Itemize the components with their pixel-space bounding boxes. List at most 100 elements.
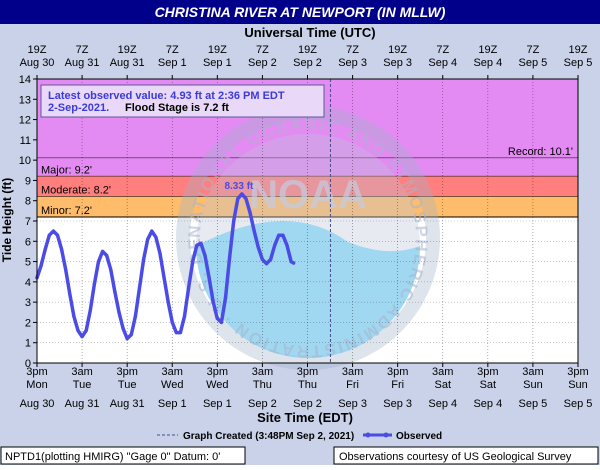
- bottom-tick-date: Sep 3: [383, 398, 412, 410]
- top-tick-date: Sep 4: [428, 57, 457, 69]
- observed-point: [109, 268, 113, 272]
- latest-value-line1: Latest observed value: 4.93 ft at 2:36 P…: [48, 90, 285, 102]
- bottom-tick-date: Sep 5: [519, 398, 548, 410]
- bottom-tick-date: Sep 2: [293, 398, 322, 410]
- bottom-tick-day: Fri: [391, 379, 404, 391]
- top-tick-date: Sep 5: [564, 57, 593, 69]
- y-tick-label: 4: [25, 277, 31, 289]
- observed-series-points: [35, 192, 296, 341]
- observed-point: [137, 286, 142, 290]
- top-tick-time: 19Z: [208, 44, 227, 56]
- top-tick-time: 7Z: [436, 44, 449, 56]
- observed-point: [113, 290, 117, 294]
- title-bar: [0, 0, 600, 24]
- legend: Graph Created (3:48PM Sep 2, 2021) Obser…: [157, 431, 442, 442]
- bottom-tick-day: Mon: [26, 379, 47, 391]
- observed-point: [191, 259, 195, 264]
- bottom-tick-day: Fri: [346, 379, 359, 391]
- bottom-tick-day: Sat: [480, 379, 497, 391]
- observed-point: [72, 314, 76, 318]
- legend-observed-label: Observed: [396, 431, 442, 442]
- observed-point: [219, 320, 224, 325]
- observed-point: [47, 233, 51, 237]
- bottom-tick-time: 3am: [71, 366, 92, 378]
- observed-point: [215, 316, 219, 320]
- bottom-tick-date: Sep 5: [564, 398, 593, 410]
- top-tick-date: Sep 3: [383, 57, 412, 69]
- observed-point: [154, 235, 158, 239]
- footer-datum-text: NPTD1(plotting HMIRG) "Gage 0" Datum: 0': [5, 451, 220, 463]
- observed-point: [182, 314, 187, 318]
- observed-point: [76, 328, 80, 333]
- observed-point: [170, 320, 174, 325]
- observed-point: [291, 261, 296, 265]
- observed-point: [84, 328, 88, 333]
- observed-point: [80, 335, 84, 339]
- record-label: Record: 10.1': [508, 146, 573, 158]
- top-tick-time: 7Z: [526, 44, 539, 56]
- observed-point: [203, 253, 207, 258]
- bottom-tick-date: Aug 31: [65, 398, 100, 410]
- observed-point: [105, 253, 109, 258]
- band-label-moderate: Moderate: 8.2': [41, 185, 111, 197]
- bottom-tick-time: 3pm: [387, 366, 408, 378]
- y-tick-label: 10: [19, 155, 31, 167]
- y-tick-label: 13: [19, 94, 31, 106]
- bottom-tick-time: 3pm: [567, 366, 588, 378]
- bottom-tick-date: Sep 3: [338, 398, 367, 410]
- y-tick-label: 9: [25, 175, 31, 187]
- bottom-tick-time: 3pm: [477, 366, 498, 378]
- top-tick-time: 7Z: [166, 44, 179, 56]
- top-tick-time: 7Z: [76, 44, 89, 56]
- legend-created-label: Graph Created (3:48PM Sep 2, 2021): [183, 431, 354, 442]
- observed-point: [281, 233, 285, 237]
- chart-title: CHRISTINA RIVER AT NEWPORT (IN MLLW): [155, 4, 446, 20]
- bottom-tick-time: 3am: [342, 366, 363, 378]
- top-tick-date: Aug 31: [110, 57, 145, 69]
- observed-point: [273, 243, 277, 247]
- observed-point: [59, 247, 64, 251]
- top-tick-date: Sep 1: [203, 57, 232, 69]
- bottom-tick-date: Aug 30: [20, 398, 55, 410]
- top-tick-time: 19Z: [478, 44, 497, 56]
- y-tick-label: 1: [25, 338, 31, 350]
- observed-point: [223, 296, 228, 300]
- top-tick-date: Sep 5: [519, 57, 548, 69]
- bottom-tick-date: Sep 4: [473, 398, 502, 410]
- top-tick-time: 19Z: [569, 44, 588, 56]
- observed-series-line: [35, 192, 296, 341]
- observed-point: [248, 211, 252, 215]
- top-tick-time: 7Z: [346, 44, 359, 56]
- observed-point: [150, 229, 154, 233]
- observed-point: [211, 300, 215, 304]
- observed-point: [88, 308, 92, 312]
- observed-point: [121, 326, 125, 331]
- bottom-axis-title: Site Time (EDT): [257, 410, 353, 425]
- top-axis-title: Universal Time (UTC): [244, 25, 375, 40]
- bottom-tick-date: Sep 1: [203, 398, 232, 410]
- observed-point: [174, 330, 178, 335]
- bottom-tick-time: 3am: [432, 366, 453, 378]
- top-tick-date: Sep 1: [158, 57, 187, 69]
- observed-point: [100, 249, 105, 254]
- band-major: [37, 158, 578, 177]
- top-tick-time: 19Z: [118, 44, 137, 56]
- y-tick-label: 11: [20, 135, 31, 147]
- observed-point: [162, 276, 166, 280]
- y-tick-label: 2: [25, 317, 31, 329]
- observed-point: [129, 333, 133, 337]
- observed-point: [158, 251, 162, 256]
- observed-point: [166, 300, 170, 304]
- observed-point: [96, 259, 101, 264]
- top-tick-date: Sep 2: [248, 57, 277, 69]
- bottom-tick-time: 3pm: [207, 366, 228, 378]
- top-tick-date: Sep 3: [338, 57, 367, 69]
- observed-point: [178, 330, 183, 335]
- observed-point: [269, 257, 273, 262]
- observed-point: [240, 192, 244, 196]
- band-labels: Major: 9.2' Moderate: 8.2' Minor: 7.2' Reco…: [41, 146, 573, 217]
- observed-point: [51, 229, 55, 233]
